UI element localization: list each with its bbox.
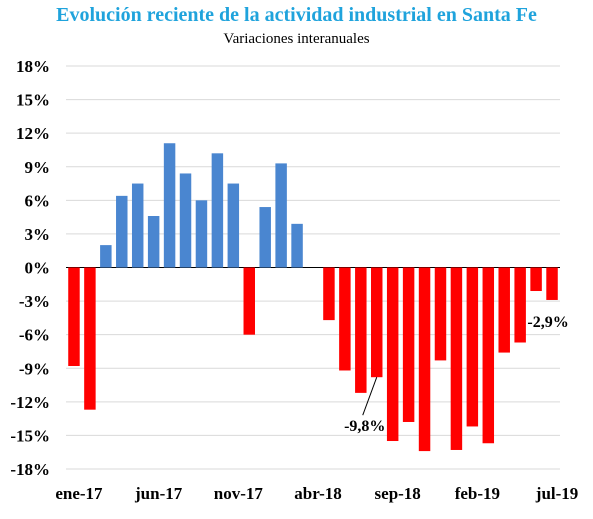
bar-sep-18	[386, 267, 399, 442]
bar-feb-18	[275, 163, 287, 268]
bar-may-18	[323, 267, 335, 321]
bar-may-19	[514, 267, 526, 343]
bar-jul-18	[355, 267, 367, 393]
x-tick-label: sep-18	[375, 484, 421, 503]
bar-nov-18	[418, 267, 431, 452]
bar-jul-19	[546, 267, 558, 300]
x-tick-label: feb-19	[455, 484, 500, 503]
bar-jul-17	[163, 143, 176, 268]
y-tick-label: 12%	[16, 124, 50, 143]
bar-may-17	[131, 183, 144, 268]
bar-ago-18	[371, 267, 383, 378]
bar-jun-19	[530, 267, 542, 292]
bar-oct-17	[211, 153, 224, 268]
y-tick-label: 15%	[16, 91, 50, 110]
annotation-label: -9,8%	[344, 418, 385, 435]
bar-ene-17	[68, 267, 80, 367]
bar-jun-18	[339, 267, 351, 371]
bar-feb-17	[84, 267, 96, 410]
bar-ene-18	[259, 207, 271, 268]
bar-sep-17	[195, 200, 208, 268]
chart-subtitle: Variaciones interanuales	[223, 31, 370, 47]
y-tick-label: 9%	[25, 158, 51, 177]
y-tick-label: -15%	[10, 426, 50, 445]
annotation-leader-line	[362, 377, 378, 416]
bar-feb-19	[466, 267, 479, 427]
y-tick-label: -12%	[10, 393, 50, 412]
bar-nov-17	[227, 183, 240, 268]
bar-ene-19	[450, 267, 463, 450]
annotation-label: -2,9%	[527, 314, 568, 331]
x-tick-label: ene-17	[55, 484, 103, 503]
y-tick-label: -9%	[19, 359, 50, 378]
y-tick-label: 0%	[25, 259, 51, 278]
y-tick-label: -18%	[10, 460, 50, 479]
bar-dic-18	[434, 267, 447, 361]
y-tick-label: 18%	[16, 57, 50, 76]
bar-abr-17	[116, 195, 128, 268]
y-tick-label: -6%	[19, 326, 50, 345]
x-tick-label: abr-18	[294, 484, 342, 503]
bar-mar-19	[482, 267, 495, 444]
bar-dic-17	[243, 267, 255, 335]
bar-mar-18	[291, 223, 303, 268]
bar-jun-17	[147, 216, 160, 268]
x-tick-label: nov-17	[214, 484, 264, 503]
x-tick-label: jul-19	[535, 484, 579, 503]
bar-oct-18	[402, 267, 415, 422]
y-tick-label: 6%	[25, 191, 51, 210]
x-tick-label: jun-17	[134, 484, 183, 503]
y-tick-label: 3%	[25, 225, 51, 244]
chart-title: Evolución reciente de la actividad indus…	[56, 4, 537, 26]
bar-mar-17	[100, 245, 112, 268]
bar-ago-17	[179, 173, 192, 268]
bar-abr-19	[498, 267, 510, 353]
y-tick-label: -3%	[19, 292, 50, 311]
